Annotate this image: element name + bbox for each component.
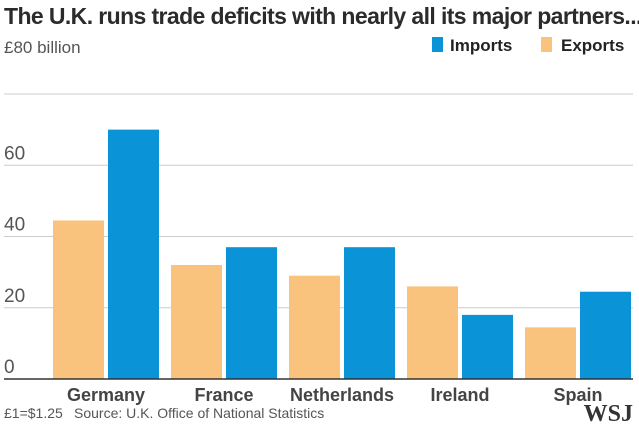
bar-imports-france	[226, 247, 277, 379]
chart-title: The U.K. runs trade deficits with nearly…	[4, 3, 639, 29]
legend: Imports Exports	[432, 36, 624, 55]
y-axis-label: £80 billion	[4, 38, 81, 57]
wsj-logo: WSJ	[584, 401, 633, 427]
bar-exports-spain	[525, 327, 576, 379]
conversion-note: £1=$1.25	[4, 405, 63, 421]
bar-imports-germany	[108, 129, 159, 379]
x-tick-label: Germany	[67, 385, 145, 405]
bar-imports-ireland	[462, 314, 513, 379]
legend-label-exports: Exports	[561, 36, 624, 55]
y-axis-ticks: 0 20 40 60	[4, 143, 25, 378]
bar-imports-spain	[580, 291, 631, 379]
legend-label-imports: Imports	[450, 36, 512, 55]
bars	[53, 129, 631, 379]
bar-exports-netherlands	[289, 275, 340, 379]
y-tick-label: 0	[4, 357, 15, 378]
y-tick-label: 40	[4, 215, 25, 236]
bar-exports-germany	[53, 220, 104, 379]
x-tick-label: Ireland	[430, 385, 489, 405]
x-tick-label: Spain	[553, 385, 602, 405]
legend-swatch-exports	[541, 37, 552, 52]
x-axis-labels: Germany France Netherlands Ireland Spain	[67, 385, 603, 405]
x-tick-label: Netherlands	[290, 385, 394, 405]
y-tick-label: 20	[4, 286, 25, 307]
legend-swatch-imports	[432, 37, 443, 52]
source-note: Source: U.K. Office of National Statisti…	[74, 405, 324, 421]
bar-exports-france	[171, 265, 222, 379]
bar-imports-netherlands	[344, 247, 395, 379]
x-tick-label: France	[194, 385, 253, 405]
y-tick-label: 60	[4, 143, 25, 164]
bar-exports-ireland	[407, 286, 458, 379]
